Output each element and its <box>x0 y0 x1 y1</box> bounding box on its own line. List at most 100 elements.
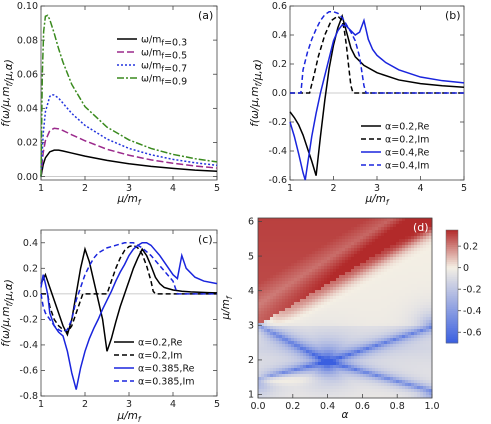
heatmap-cell <box>420 377 424 381</box>
heatmap-cell <box>339 317 343 321</box>
heatmap-cell <box>291 221 295 225</box>
heatmap-cell <box>414 320 418 324</box>
heatmap-cell <box>294 281 298 285</box>
heatmap-cell <box>378 392 382 396</box>
heatmap-cell <box>333 251 337 255</box>
heatmap-cell <box>288 227 292 231</box>
heatmap-cell <box>375 317 379 321</box>
heatmap-cell <box>270 365 274 369</box>
heatmap-cell <box>327 314 331 318</box>
heatmap-cell <box>390 389 394 393</box>
heatmap-cell <box>282 332 286 336</box>
heatmap-cell <box>270 251 274 255</box>
heatmap-cell <box>372 353 376 357</box>
heatmap-cell <box>414 227 418 231</box>
heatmap-cell <box>258 389 262 393</box>
heatmap-cell <box>282 269 286 273</box>
heatmap-cell <box>270 275 274 279</box>
heatmap-cell <box>420 242 424 246</box>
heatmap-cell <box>318 239 322 243</box>
heatmap-cell <box>258 227 262 231</box>
heatmap-cell <box>384 395 388 399</box>
heatmap-cell <box>270 368 274 372</box>
heatmap-cell <box>375 299 379 303</box>
heatmap-cell <box>360 254 364 258</box>
heatmap-cell <box>360 395 364 399</box>
colorbar-segment <box>446 280 458 284</box>
heatmap-cell <box>333 281 337 285</box>
heatmap-cell <box>342 362 346 366</box>
heatmap-cell <box>294 377 298 381</box>
heatmap-cell <box>279 395 283 399</box>
heatmap-cell <box>429 332 433 336</box>
heatmap-cell <box>288 281 292 285</box>
heatmap-cell <box>267 356 271 360</box>
heatmap-cell <box>351 365 355 369</box>
heatmap-cell <box>354 320 358 324</box>
heatmap-cell <box>306 236 310 240</box>
heatmap-cell <box>363 326 367 330</box>
heatmap-cell <box>273 323 277 327</box>
heatmap-cell <box>426 296 430 300</box>
heatmap-cell <box>282 221 286 225</box>
heatmap-cell <box>294 290 298 294</box>
heatmap-cell <box>261 392 265 396</box>
heatmap-cell <box>297 371 301 375</box>
heatmap-cell <box>330 218 334 222</box>
heatmap-cell <box>303 266 307 270</box>
heatmap-cell <box>288 347 292 351</box>
heatmap-cell <box>399 392 403 396</box>
heatmap-cell <box>333 278 337 282</box>
panel-b-y-tick-label: 0.4 <box>272 30 287 41</box>
heatmap-cell <box>306 275 310 279</box>
heatmap-cell <box>339 380 343 384</box>
heatmap-cell <box>360 281 364 285</box>
heatmap-cell <box>417 260 421 264</box>
panel-a-series-line <box>40 14 218 177</box>
heatmap-cell <box>315 296 319 300</box>
heatmap-cell <box>303 290 307 294</box>
heatmap-cell <box>276 218 280 222</box>
heatmap-cell <box>405 323 409 327</box>
colorbar-segment <box>446 316 458 319</box>
heatmap-cell <box>324 326 328 330</box>
heatmap-cell <box>309 260 313 264</box>
heatmap-cell <box>369 224 373 228</box>
heatmap-cell <box>261 224 265 228</box>
heatmap-cell <box>363 254 367 258</box>
heatmap-cell <box>414 233 418 237</box>
heatmap-cell <box>267 275 271 279</box>
heatmap-cell <box>372 224 376 228</box>
heatmap-cell <box>330 269 334 273</box>
heatmap-cell <box>288 344 292 348</box>
heatmap-cell <box>390 236 394 240</box>
heatmap-cell <box>405 281 409 285</box>
heatmap-cell <box>381 362 385 366</box>
heatmap-cell <box>294 299 298 303</box>
heatmap-cell <box>294 269 298 273</box>
heatmap-cell <box>312 302 316 306</box>
heatmap-cell <box>387 317 391 321</box>
heatmap-cell <box>360 380 364 384</box>
heatmap-cell <box>333 254 337 258</box>
colorbar-segment <box>446 282 458 286</box>
heatmap-cell <box>399 365 403 369</box>
heatmap-cell <box>327 260 331 264</box>
heatmap-cell <box>291 302 295 306</box>
heatmap-cell <box>279 389 283 393</box>
heatmap-cell <box>285 350 289 354</box>
heatmap-cell <box>261 230 265 234</box>
heatmap-cell <box>318 380 322 384</box>
heatmap-cell <box>309 251 313 255</box>
heatmap-cell <box>396 308 400 312</box>
heatmap-cell <box>423 317 427 321</box>
heatmap-cell <box>360 344 364 348</box>
heatmap-cell <box>258 344 262 348</box>
heatmap-cell <box>261 329 265 333</box>
heatmap-cell <box>282 239 286 243</box>
heatmap-cell <box>414 263 418 267</box>
heatmap-cell <box>369 380 373 384</box>
heatmap-cell <box>285 302 289 306</box>
colorbar-segment <box>446 258 458 261</box>
heatmap-cell <box>327 329 331 333</box>
